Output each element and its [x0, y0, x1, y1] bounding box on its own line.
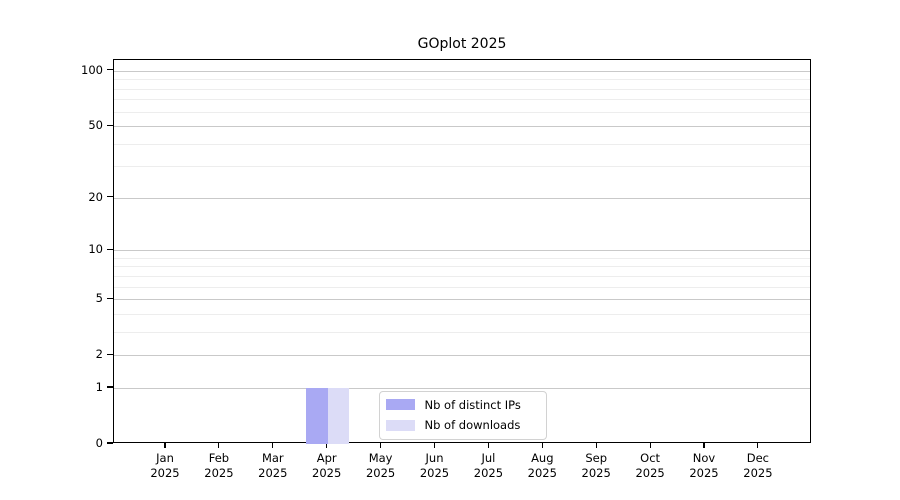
x-tick-mark-jul	[487, 443, 489, 448]
x-tick-mark-oct	[649, 443, 651, 448]
y-tick-mark-1	[107, 386, 113, 388]
major-gridline-2	[114, 355, 810, 357]
y-tick-label-2: 2	[95, 347, 103, 362]
x-tick-mark-sep	[595, 443, 597, 448]
x-tick-month-dec: Dec	[746, 451, 770, 465]
major-gridline-50	[114, 126, 810, 128]
x-tick-label-oct: Oct 2025	[620, 451, 680, 481]
chart-title: GOplot 2025	[417, 36, 507, 52]
y-tick-mark-50	[107, 124, 113, 126]
x-tick-year-oct: 2025	[635, 466, 665, 480]
y-tick-label-10: 10	[88, 242, 103, 257]
x-tick-label-sep: Sep 2025	[566, 451, 626, 481]
x-tick-month-mar: Mar	[261, 451, 284, 465]
minor-gridline-6	[114, 286, 810, 288]
legend-entry-distinct-ips: Nb of distinct IPs	[385, 397, 546, 412]
x-tick-year-jan: 2025	[150, 466, 180, 480]
x-tick-label-feb: Feb 2025	[189, 451, 249, 481]
x-tick-year-sep: 2025	[581, 466, 611, 480]
x-tick-label-jan: Jan 2025	[135, 451, 195, 481]
x-tick-year-jul: 2025	[473, 466, 504, 480]
y-tick-label-1: 1	[95, 380, 103, 394]
x-tick-year-apr: 2025	[312, 466, 342, 480]
x-tick-year-feb: 2025	[204, 466, 234, 480]
x-tick-mark-jun	[433, 443, 436, 448]
x-tick-month-jul: Jul	[481, 451, 496, 465]
y-tick-label-100: 100	[81, 62, 103, 77]
x-tick-month-jun: Jun	[425, 451, 444, 465]
legend-label-downloads: Nb of downloads	[424, 418, 521, 433]
minor-gridline-60	[114, 111, 810, 113]
x-tick-month-apr: Apr	[316, 451, 337, 465]
legend: Nb of distinct IPs Nb of downloads	[378, 390, 547, 440]
minor-gridline-4	[114, 313, 810, 315]
x-tick-mark-jan	[164, 443, 166, 448]
major-gridline-10	[114, 250, 810, 252]
x-tick-month-jan: Jan	[156, 451, 174, 465]
minor-gridline-40	[114, 143, 810, 145]
x-tick-label-dec: Dec 2025	[728, 451, 788, 481]
x-tick-label-may: May 2025	[351, 451, 411, 481]
x-tick-mark-may	[380, 443, 382, 448]
y-tick-label-5: 5	[95, 291, 103, 306]
minor-gridline-7	[114, 275, 810, 277]
x-tick-label-nov: Nov 2025	[674, 451, 734, 481]
x-tick-label-apr: Apr 2025	[297, 451, 357, 481]
y-tick-label-20: 20	[88, 189, 103, 204]
x-tick-mark-dec	[757, 443, 759, 448]
major-gridline-100	[114, 70, 810, 72]
minor-gridline-3	[114, 331, 810, 333]
x-tick-year-nov: 2025	[689, 466, 719, 480]
legend-swatch-distinct-ips	[385, 399, 415, 411]
legend-swatch-downloads	[385, 419, 415, 431]
bar-nb-of-downloads-apr	[327, 388, 350, 444]
x-tick-label-jul: Jul 2025	[458, 451, 518, 481]
y-tick-mark-20	[107, 196, 113, 198]
x-tick-mark-aug	[541, 443, 543, 448]
x-tick-year-aug: 2025	[527, 466, 557, 480]
x-tick-label-mar: Mar 2025	[243, 451, 303, 481]
x-tick-month-feb: Feb	[208, 451, 230, 465]
y-tick-mark-10	[107, 248, 113, 250]
major-gridline-5	[114, 299, 810, 301]
major-gridline-20	[114, 197, 810, 199]
x-tick-year-jun: 2025	[419, 466, 450, 480]
y-tick-label-50: 50	[88, 118, 103, 133]
minor-gridline-8	[114, 266, 810, 268]
x-tick-month-aug: Aug	[531, 451, 554, 465]
y-tick-mark-0	[107, 442, 113, 444]
x-tick-year-mar: 2025	[258, 466, 288, 480]
minor-gridline-80	[114, 88, 810, 90]
x-tick-year-may: 2025	[365, 466, 396, 480]
y-tick-label-0: 0	[95, 436, 103, 450]
x-tick-month-may: May	[368, 451, 393, 465]
x-tick-mark-feb	[218, 443, 220, 448]
x-tick-year-dec: 2025	[743, 466, 773, 480]
bar-nb-of-distinct-ips-apr	[306, 388, 328, 444]
x-tick-mark-apr	[326, 443, 328, 448]
x-tick-mark-mar	[272, 443, 274, 448]
legend-label-distinct-ips: Nb of distinct IPs	[424, 397, 521, 412]
x-tick-month-nov: Nov	[692, 451, 716, 465]
x-tick-month-oct: Oct	[640, 451, 661, 465]
minor-gridline-70	[114, 99, 810, 101]
y-tick-mark-5	[107, 297, 113, 299]
y-tick-mark-2	[107, 353, 113, 355]
x-tick-label-jun: Jun 2025	[405, 451, 465, 481]
minor-gridline-9	[114, 257, 810, 259]
legend-entry-downloads: Nb of downloads	[385, 418, 546, 433]
x-tick-mark-nov	[703, 443, 705, 448]
minor-gridline-90	[114, 79, 810, 81]
plot-area: Nb of distinct IPs Nb of downloads	[113, 59, 811, 444]
major-gridline-1	[114, 388, 810, 389]
y-tick-mark-100	[107, 69, 113, 71]
x-tick-label-aug: Aug 2025	[512, 451, 572, 481]
x-tick-month-sep: Sep	[585, 451, 608, 465]
minor-gridline-30	[114, 166, 810, 168]
